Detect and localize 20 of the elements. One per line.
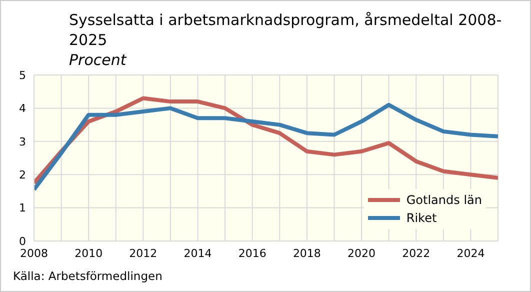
x-tick-label: 2016 (238, 246, 266, 260)
y-tick-label: 2 (19, 168, 26, 182)
x-tick-label: 2010 (74, 246, 103, 260)
x-tick-label: 2020 (348, 246, 376, 260)
x-tick-label: 2024 (456, 246, 485, 260)
text: Källa: Arbetsförmedlingen (13, 269, 162, 283)
y-tick-label: 3 (19, 135, 26, 148)
y-tick-label: 1 (19, 202, 26, 215)
y-tick-label: 5 (19, 68, 26, 82)
x-tick-label: 2022 (402, 246, 430, 260)
x-tick-label: 2008 (20, 246, 48, 260)
y-tick-label: 0 (19, 234, 26, 248)
chart-title: Sysselsatta i arbetsmarknadsprogram, årsmedeltal 2008-2025 (69, 10, 503, 50)
x-tick-label: 2014 (184, 246, 212, 260)
chart-subtitle: Procent (69, 50, 128, 70)
legend-label: Riket (406, 210, 437, 227)
y-tick-label: 4 (19, 102, 26, 116)
x-tick-label: 2018 (292, 246, 321, 260)
x-tick-label: 2012 (129, 246, 158, 260)
legend-label: Gotlands län (406, 192, 482, 209)
